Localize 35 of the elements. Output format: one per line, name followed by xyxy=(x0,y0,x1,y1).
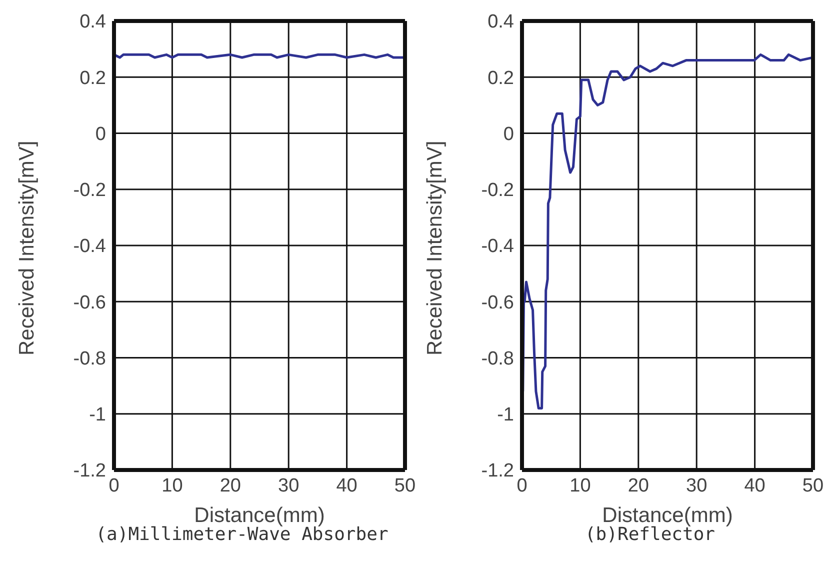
y-tick-label: -0.4 xyxy=(481,236,514,258)
x-tick-label: 20 xyxy=(628,475,649,496)
y-tick-label: 0 xyxy=(503,124,514,145)
x-tick-label: 0 xyxy=(108,475,120,496)
x-tick-label: 10 xyxy=(162,475,183,496)
y-tick-label: 0.2 xyxy=(80,68,106,89)
x-axis-title: Distance(mm) xyxy=(194,504,325,527)
x-tick-label: 0 xyxy=(516,475,528,496)
y-tick-label: -0.4 xyxy=(73,236,106,258)
y-tick-label: -0.8 xyxy=(73,348,106,370)
x-tick-label: 30 xyxy=(278,475,300,496)
y-tick-label: -0.2 xyxy=(481,180,514,202)
y-tick-label: -1 xyxy=(89,404,106,426)
x-tick-label: 20 xyxy=(220,475,241,496)
y-tick-label: -1 xyxy=(497,404,514,426)
x-tick-label: 30 xyxy=(686,475,708,496)
y-tick-label: 0.2 xyxy=(488,68,514,89)
line-series xyxy=(522,53,813,410)
y-tick-label: 0.4 xyxy=(80,12,106,33)
y-tick-label: 0 xyxy=(95,124,106,145)
y-tick-label: -1.2 xyxy=(73,460,106,482)
y-tick-label: 0.4 xyxy=(488,12,514,33)
x-tick-label: 50 xyxy=(802,475,824,496)
y-axis-title: Received Intensity[mV] xyxy=(423,140,446,356)
y-tick-label: -0.8 xyxy=(481,348,514,370)
x-tick-label: 10 xyxy=(570,475,591,496)
x-tick-label: 40 xyxy=(336,475,358,496)
y-tick-label: -0.6 xyxy=(73,292,106,314)
x-tick-label: 40 xyxy=(744,475,766,496)
x-tick-label: 50 xyxy=(394,475,416,496)
y-tick-label: -1.2 xyxy=(481,460,514,482)
x-axis-title: Distance(mm) xyxy=(602,504,733,527)
y-axis-title: Received Intensity[mV] xyxy=(15,140,38,356)
y-tick-label: -0.6 xyxy=(481,292,514,314)
y-tick-label: -0.2 xyxy=(73,180,106,202)
